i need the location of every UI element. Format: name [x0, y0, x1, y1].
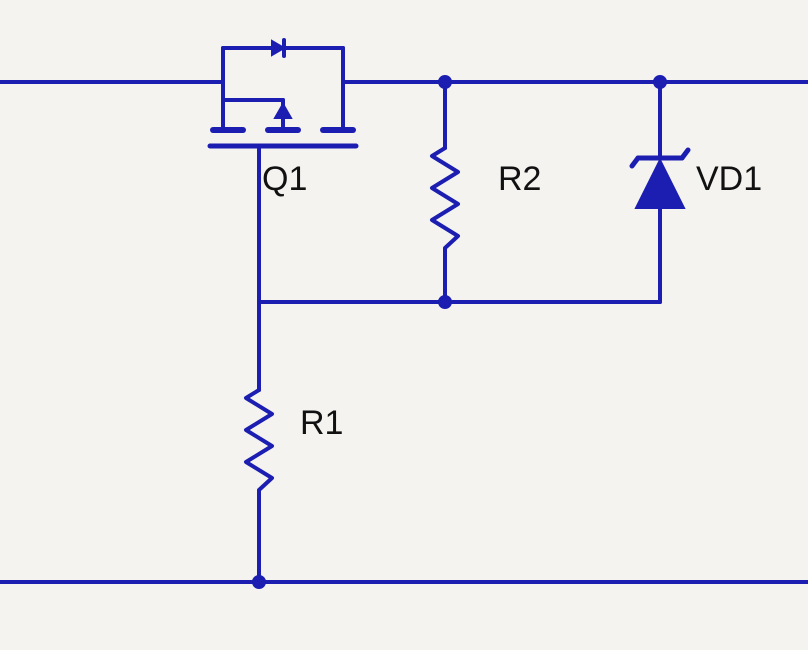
zener-vd1 [632, 82, 688, 302]
label-r2: R2 [498, 160, 541, 198]
node [253, 576, 265, 588]
node [439, 76, 451, 88]
label-q1: Q1 [262, 160, 307, 198]
resistor-r2 [432, 82, 458, 302]
label-r1: R1 [300, 404, 343, 442]
label-vd1: VD1 [696, 160, 762, 198]
circuit-schematic: Q1 R2 VD1 R1 [0, 0, 808, 650]
resistor-r1 [246, 302, 272, 582]
mosfet-body-diode [223, 40, 343, 82]
node [654, 76, 666, 88]
node [439, 296, 451, 308]
